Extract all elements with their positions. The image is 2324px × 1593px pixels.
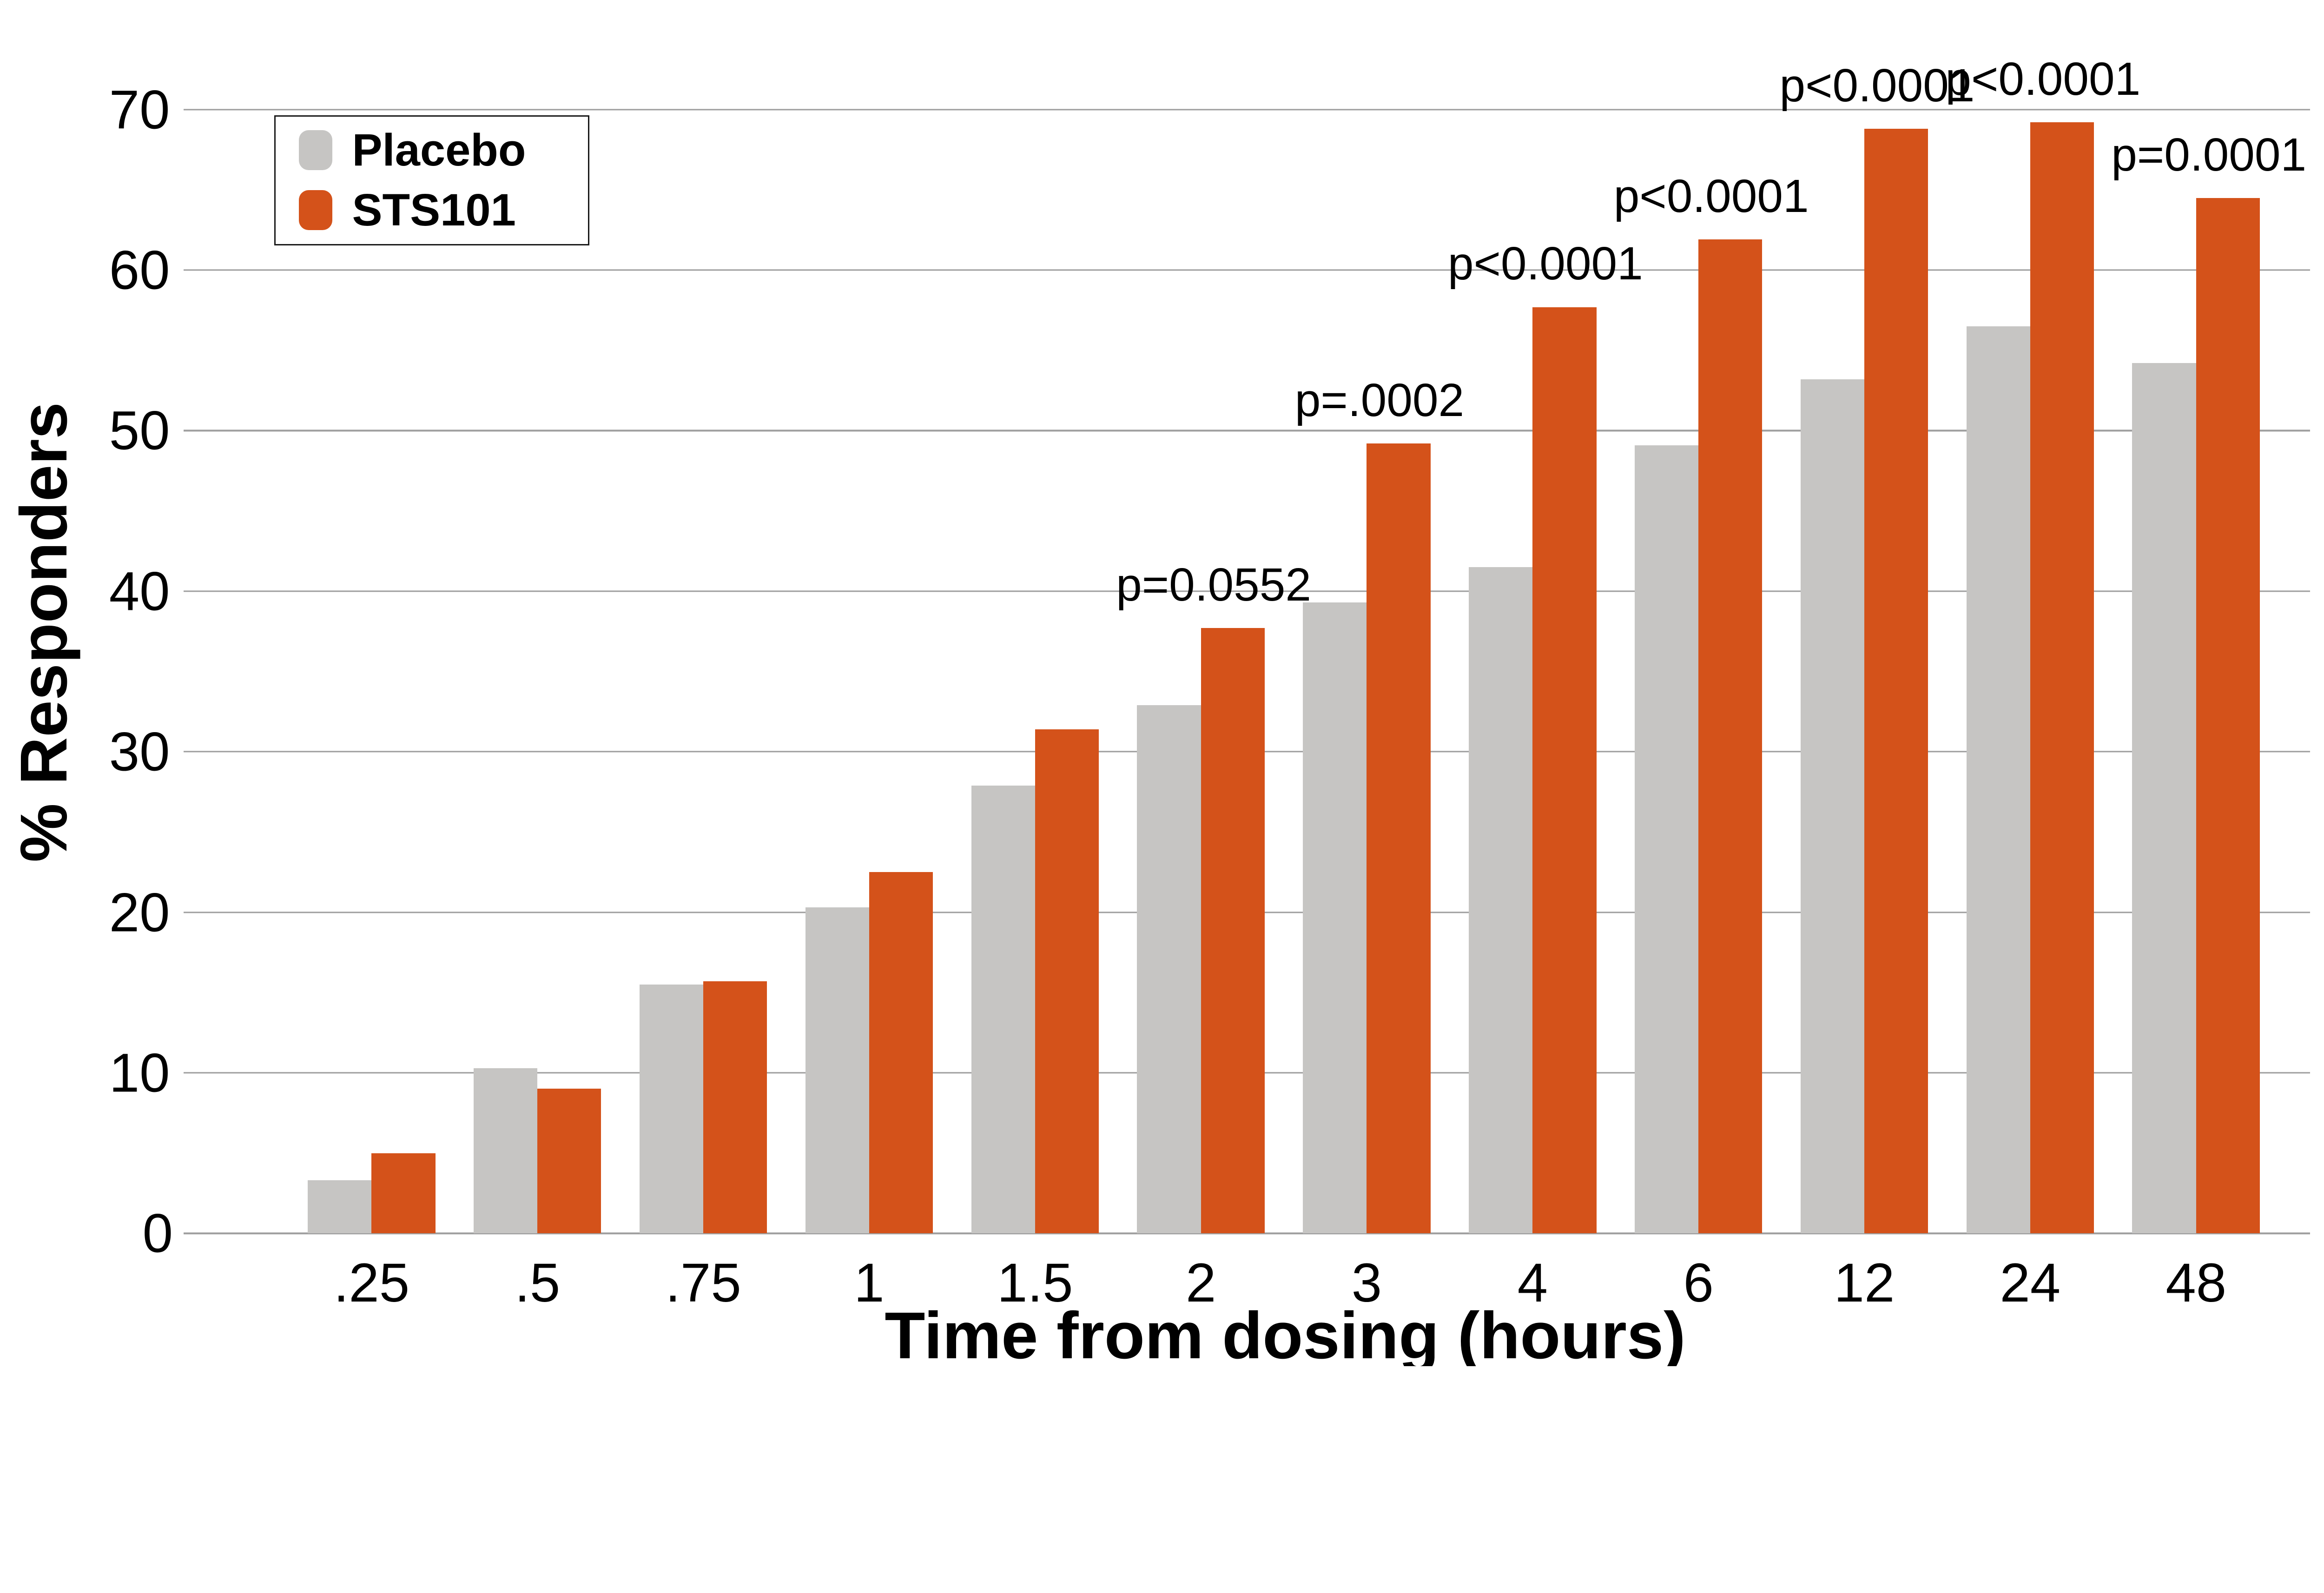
- x-tick-label-2: 2: [1185, 1252, 1216, 1313]
- x-tick-label-6: 6: [1683, 1252, 1714, 1313]
- legend-swatch-placebo: [299, 130, 332, 171]
- legend-label-placebo: Placebo: [352, 125, 526, 176]
- gridline-y-0: [183, 1232, 2310, 1234]
- p-value-label-3: p=.0002: [1294, 374, 1465, 427]
- legend-label-sts101: STS101: [352, 184, 516, 235]
- gridline-y-50: [183, 430, 2310, 432]
- chart: % Responders Time from dosing (hours) Pl…: [7, 53, 2310, 1366]
- y-tick-label-10: 10: [109, 1042, 170, 1104]
- x-tick-label-48: 48: [2166, 1252, 2227, 1313]
- bar-sts101-48: [2196, 198, 2260, 1234]
- bar-sts101-6: [1698, 239, 1763, 1234]
- bar-sts101-1.5: [1035, 729, 1099, 1234]
- plot-area: 0 10 20 30 40 50 60 70 .25 .5 .75 1 1.5 2 p=0.0552 3 p=.…: [109, 53, 2310, 1313]
- bar-sts101-1: [869, 872, 933, 1234]
- legend: Placebo STS101: [274, 115, 589, 245]
- bar-sts101-.75: [703, 981, 767, 1234]
- y-tick-label-0: 0: [142, 1203, 173, 1264]
- legend-item-placebo: Placebo: [299, 124, 588, 176]
- x-tick-label-4: 4: [1517, 1252, 1548, 1313]
- bar-placebo-.25: [308, 1180, 372, 1234]
- x-tick-label-.75: .75: [665, 1252, 741, 1313]
- gridline-y-40: [183, 590, 2310, 592]
- bar-placebo-4: [1469, 567, 1533, 1234]
- x-tick-label-1: 1: [854, 1252, 885, 1313]
- bar-placebo-48: [2132, 363, 2196, 1234]
- bar-placebo-24: [1966, 326, 2030, 1234]
- gridline-y-70: [183, 109, 2310, 111]
- p-value-label-48: p=0.0001: [2111, 128, 2307, 181]
- y-tick-label-50: 50: [109, 400, 170, 461]
- y-tick-label-30: 30: [109, 721, 170, 782]
- bar-placebo-1.5: [971, 785, 1035, 1234]
- bar-sts101-12: [1864, 129, 1928, 1234]
- p-value-label-2: p=0.0552: [1116, 559, 1312, 611]
- x-tick-label-.25: .25: [333, 1252, 410, 1313]
- x-tick-label-12: 12: [1834, 1252, 1895, 1313]
- legend-swatch-sts101: [299, 190, 332, 230]
- gridline-y-60: [183, 269, 2310, 271]
- y-tick-label-60: 60: [109, 239, 170, 301]
- bar-placebo-2: [1137, 705, 1201, 1234]
- bar-sts101-3: [1367, 443, 1431, 1234]
- bar-sts101-.25: [371, 1153, 436, 1234]
- y-tick-label-70: 70: [109, 79, 170, 140]
- x-tick-label-.5: .5: [515, 1252, 561, 1313]
- bar-placebo-3: [1303, 602, 1367, 1234]
- x-tick-label-1.5: 1.5: [997, 1252, 1073, 1313]
- bar-sts101-24: [2030, 122, 2094, 1234]
- bar-placebo-1: [805, 907, 869, 1234]
- legend-item-sts101: STS101: [299, 184, 588, 236]
- bar-sts101-4: [1532, 307, 1597, 1234]
- y-tick-label-40: 40: [109, 561, 170, 622]
- p-value-label-12: p<0.0001: [1779, 59, 1975, 112]
- x-tick-label-3: 3: [1351, 1252, 1382, 1313]
- bar-sts101-.5: [537, 1089, 601, 1234]
- bar-sts101-2: [1201, 628, 1265, 1234]
- y-axis-title: % Responders: [7, 402, 81, 862]
- bar-placebo-.5: [473, 1068, 538, 1234]
- bar-placebo-.75: [639, 985, 704, 1234]
- p-value-label-4: p<0.0001: [1447, 238, 1643, 290]
- y-tick-label-20: 20: [109, 882, 170, 943]
- p-value-label-24: p<0.0001: [1945, 53, 2141, 106]
- x-tick-label-24: 24: [2000, 1252, 2061, 1313]
- bar-placebo-12: [1800, 379, 1865, 1234]
- p-value-label-6: p<0.0001: [1613, 170, 1809, 223]
- x-axis-title: Time from dosing (hours): [885, 1299, 1686, 1366]
- bar-placebo-6: [1634, 445, 1699, 1234]
